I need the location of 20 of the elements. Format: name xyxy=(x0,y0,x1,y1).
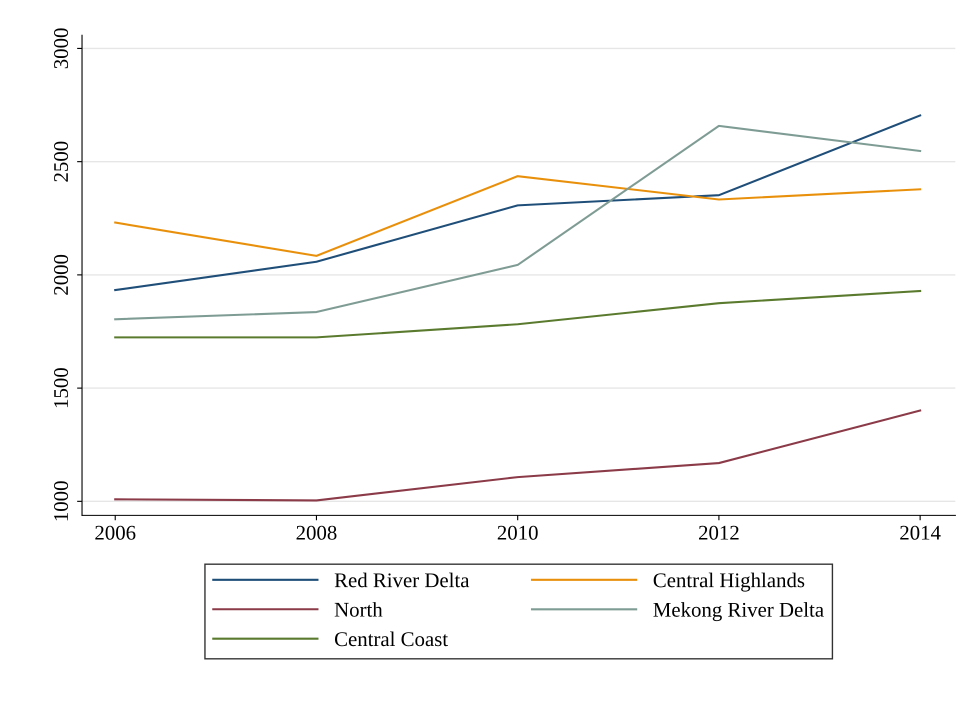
line-series xyxy=(114,409,922,502)
line-series xyxy=(114,114,922,292)
legend-label: Red River Delta xyxy=(334,572,470,588)
y-tick-label: 1000 xyxy=(54,481,68,520)
x-tick-label: 2006 xyxy=(95,526,136,540)
x-tick-label: 2010 xyxy=(498,526,538,540)
legend-label: Central Coast xyxy=(334,632,448,646)
line-series xyxy=(114,175,922,257)
y-tick-label: 3000 xyxy=(54,28,68,68)
y-tick-label: 2500 xyxy=(54,142,68,182)
x-tick-label: 2012 xyxy=(698,526,739,540)
x-tick-label: 2014 xyxy=(900,526,941,540)
line-series xyxy=(114,124,922,320)
legend-label: Central Highlands xyxy=(654,572,804,592)
y-tick-label: 1500 xyxy=(54,368,68,408)
x-tick-label: 2008 xyxy=(296,526,336,540)
legend-label: North xyxy=(334,602,382,617)
legend-label: Mekong River Delta xyxy=(653,602,824,622)
line-series xyxy=(114,290,922,338)
y-tick-label: 2000 xyxy=(54,254,68,295)
